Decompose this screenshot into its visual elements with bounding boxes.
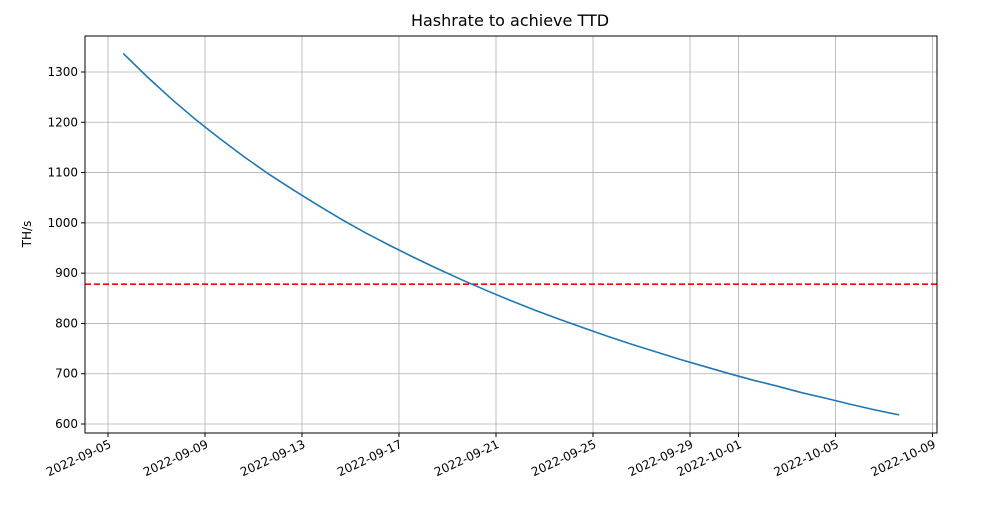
x-tick-label: 2022-09-05 (44, 437, 113, 479)
x-tick-label: 2022-09-25 (529, 437, 598, 479)
y-axis-label: TH/s (20, 221, 34, 249)
y-tick-label: 1100 (47, 166, 78, 180)
y-tick-label: 800 (55, 316, 78, 330)
x-tick-label: 2022-09-13 (238, 437, 307, 479)
chart-title: Hashrate to achieve TTD (411, 11, 609, 30)
y-tick-label: 1200 (47, 115, 78, 129)
series-group (122, 52, 900, 416)
y-axis: 600 700 800 900 1000 1100 1200 1300 (47, 65, 85, 431)
plot-frame (84, 35, 938, 434)
y-tick-label: 1300 (47, 65, 78, 79)
y-tick-label: 700 (55, 367, 78, 381)
y-tick-label: 900 (55, 266, 78, 280)
grid (85, 36, 937, 433)
y-tick-label: 600 (55, 417, 78, 431)
x-tick-label: 2022-09-09 (141, 437, 210, 479)
y-tick-label: 1000 (47, 216, 78, 230)
x-tick-label: 2022-10-09 (869, 437, 938, 479)
x-tick-label: 2022-09-21 (432, 437, 501, 479)
series-line (122, 52, 900, 416)
x-tick-label: 2022-09-17 (335, 437, 404, 479)
x-axis: 2022-09-05 2022-09-09 2022-09-13 2022-09-17… (44, 433, 938, 479)
x-tick-label: 2022-10-05 (772, 437, 841, 479)
